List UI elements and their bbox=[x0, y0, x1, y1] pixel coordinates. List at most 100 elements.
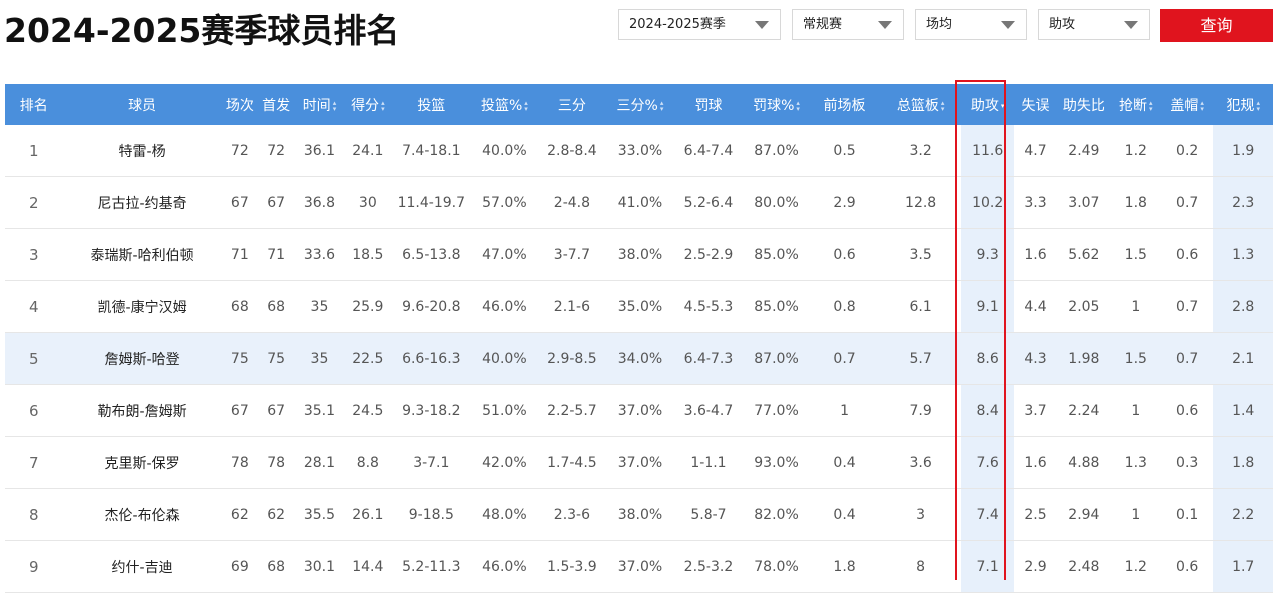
cell-turnovers: 3.7 bbox=[1013, 384, 1058, 437]
cell-tot-reb: 7.9 bbox=[879, 384, 962, 437]
game-type-select[interactable]: 常规赛 bbox=[792, 9, 904, 40]
sort-arrows-icon[interactable]: ▴ ▾ bbox=[940, 98, 945, 113]
season-select[interactable]: 2024-2025赛季 bbox=[618, 9, 781, 40]
cell-fouls: 2.1 bbox=[1213, 332, 1273, 385]
cell-player[interactable]: 凯德-康宁汉姆 bbox=[62, 280, 222, 333]
table-row[interactable]: 1 特雷-杨 72 72 36.1 24.1 7.4-18.1 40.0% 2.8-8.4 33.… bbox=[5, 125, 1273, 177]
cell-off-reb: 0.4 bbox=[809, 436, 880, 489]
cell-blocks: 0.7 bbox=[1160, 332, 1214, 385]
cell-player[interactable]: 勒布朗-詹姆斯 bbox=[62, 384, 222, 437]
cell-blocks: 0.6 bbox=[1160, 228, 1214, 281]
cell-fg-pct: 47.0% bbox=[471, 228, 538, 281]
cell-ft-pct: 77.0% bbox=[743, 384, 810, 437]
cell-steals: 1 bbox=[1110, 384, 1161, 437]
cell-player[interactable]: 约什-吉迪 bbox=[62, 540, 222, 593]
cell-fg: 9-18.5 bbox=[391, 488, 472, 541]
cell-games: 62 bbox=[221, 488, 258, 541]
column-header-minutes[interactable]: 时间 ▴ ▾ bbox=[294, 84, 345, 125]
cell-minutes: 35 bbox=[294, 332, 345, 385]
sort-arrows-icon[interactable]: ▴ ▾ bbox=[659, 98, 664, 113]
sort-arrows-icon[interactable]: ▴ ▾ bbox=[1256, 98, 1260, 113]
column-header-ft[interactable]: 罚球 bbox=[673, 84, 744, 125]
cell-rank: 2 bbox=[5, 176, 63, 229]
query-button[interactable]: 查询 bbox=[1160, 9, 1273, 42]
stat-mode-select[interactable]: 场均 bbox=[915, 9, 1027, 40]
cell-minutes: 33.6 bbox=[294, 228, 345, 281]
table-row[interactable]: 7 克里斯-保罗 78 78 28.1 8.8 3-7.1 42.0% 1.7-4.5 37.0%… bbox=[5, 436, 1273, 489]
cell-three-pct: 41.0% bbox=[606, 176, 674, 229]
cell-ft-pct: 82.0% bbox=[743, 488, 810, 541]
column-header-label: 助失比 bbox=[1062, 97, 1105, 114]
cell-player[interactable]: 杰伦-布伦森 bbox=[62, 488, 222, 541]
cell-fg: 9.3-18.2 bbox=[391, 384, 472, 437]
stat-category-select[interactable]: 助攻 bbox=[1038, 9, 1150, 40]
column-header-label: 前场板 bbox=[823, 97, 866, 114]
column-header-fouls[interactable]: 犯规 ▴ ▾ bbox=[1213, 84, 1273, 125]
sort-arrows-icon[interactable]: ▴ ▾ bbox=[1149, 98, 1153, 113]
table-row[interactable]: 5 詹姆斯-哈登 75 75 35 22.5 6.6-16.3 40.0% 2.9-8.5 34.… bbox=[5, 332, 1273, 385]
table-row[interactable]: 6 勒布朗-詹姆斯 67 67 35.1 24.5 9.3-18.2 51.0% 2.2-5.7… bbox=[5, 384, 1273, 437]
cell-steals: 1.2 bbox=[1110, 540, 1161, 593]
cell-turnovers: 2.5 bbox=[1013, 488, 1058, 541]
column-header-tot-reb[interactable]: 总篮板 ▴ ▾ bbox=[879, 84, 962, 125]
column-header-label: 罚球 bbox=[694, 97, 723, 114]
column-header-label: 投篮% bbox=[480, 97, 523, 114]
cell-ast-to-ratio: 3.07 bbox=[1057, 176, 1111, 229]
column-header-label: 盖帽 bbox=[1170, 97, 1199, 114]
table-row[interactable]: 9 约什-吉迪 69 68 30.1 14.4 5.2-11.3 46.0% 1.5-3.9 37… bbox=[5, 540, 1273, 593]
sort-arrows-icon[interactable]: ▾ bbox=[1000, 101, 1005, 110]
sort-arrows-icon[interactable]: ▴ ▾ bbox=[332, 98, 337, 113]
column-header-ast-to-ratio[interactable]: 助失比 bbox=[1057, 84, 1111, 125]
column-header-steals[interactable]: 抢断 ▴ ▾ bbox=[1110, 84, 1161, 125]
cell-three-pct: 35.0% bbox=[606, 280, 674, 333]
cell-player[interactable]: 特雷-杨 bbox=[62, 125, 222, 177]
cell-ast-to-ratio: 2.94 bbox=[1057, 488, 1111, 541]
table-row[interactable]: 4 凯德-康宁汉姆 68 68 35 25.9 9.6-20.8 46.0% 2.1-6 35.0… bbox=[5, 280, 1273, 333]
column-header-off-reb[interactable]: 前场板 bbox=[809, 84, 880, 125]
cell-minutes: 30.1 bbox=[294, 540, 345, 593]
table-row[interactable]: 8 杰伦-布伦森 62 62 35.5 26.1 9-18.5 48.0% 2.3-6 38.0%… bbox=[5, 488, 1273, 541]
cell-rank: 7 bbox=[5, 436, 63, 489]
column-header-three[interactable]: 三分 bbox=[537, 84, 607, 125]
column-header-fg-pct[interactable]: 投篮% ▴ ▾ bbox=[471, 84, 538, 125]
column-header-label: 得分 bbox=[351, 97, 380, 114]
stat-mode-select-value: 场均 bbox=[926, 17, 953, 32]
cell-ft-pct: 93.0% bbox=[743, 436, 810, 489]
sort-arrows-icon[interactable]: ▴ ▾ bbox=[796, 98, 800, 113]
cell-starts: 71 bbox=[257, 228, 295, 281]
sort-arrows-icon[interactable]: ▴ ▾ bbox=[524, 98, 528, 113]
cell-ft: 6.4-7.4 bbox=[673, 125, 744, 177]
column-header-fg[interactable]: 投篮 bbox=[391, 84, 472, 125]
column-header-points[interactable]: 得分 ▴ ▾ bbox=[344, 84, 391, 125]
cell-three-pct: 34.0% bbox=[606, 332, 674, 385]
column-header-three-pct[interactable]: 三分% ▴ ▾ bbox=[606, 84, 674, 125]
column-header-ft-pct[interactable]: 罚球% ▴ ▾ bbox=[743, 84, 810, 125]
cell-blocks: 0.2 bbox=[1160, 125, 1214, 177]
cell-fouls: 2.8 bbox=[1213, 280, 1273, 333]
column-header-blocks[interactable]: 盖帽 ▴ ▾ bbox=[1160, 84, 1214, 125]
cell-steals: 1.2 bbox=[1110, 125, 1161, 177]
cell-points: 26.1 bbox=[344, 488, 391, 541]
cell-fg-pct: 57.0% bbox=[471, 176, 538, 229]
chevron-down-icon bbox=[1001, 21, 1015, 29]
cell-turnovers: 1.6 bbox=[1013, 436, 1058, 489]
sort-arrows-icon[interactable]: ▴ ▾ bbox=[381, 98, 385, 113]
cell-three: 2.8-8.4 bbox=[537, 125, 607, 177]
chevron-down-icon bbox=[755, 21, 769, 29]
cell-three: 1.5-3.9 bbox=[537, 540, 607, 593]
cell-player[interactable]: 詹姆斯-哈登 bbox=[62, 332, 222, 385]
cell-ast-to-ratio: 1.98 bbox=[1057, 332, 1111, 385]
cell-ft: 5.2-6.4 bbox=[673, 176, 744, 229]
column-header-turnovers[interactable]: 失误 bbox=[1013, 84, 1058, 125]
cell-blocks: 0.6 bbox=[1160, 384, 1214, 437]
sort-arrows-icon[interactable]: ▴ ▾ bbox=[1200, 98, 1204, 113]
cell-player[interactable]: 克里斯-保罗 bbox=[62, 436, 222, 489]
table-row[interactable]: 3 泰瑞斯-哈利伯顿 71 71 33.6 18.5 6.5-13.8 47.0% 3-7.7 3… bbox=[5, 228, 1273, 281]
column-header-assists[interactable]: 助攻 ▾ bbox=[961, 84, 1014, 125]
cell-player[interactable]: 泰瑞斯-哈利伯顿 bbox=[62, 228, 222, 281]
cell-turnovers: 3.3 bbox=[1013, 176, 1058, 229]
cell-rank: 8 bbox=[5, 488, 63, 541]
table-row[interactable]: 2 尼古拉-约基奇 67 67 36.8 30 11.4-19.7 57.0% 2-4.8 41.… bbox=[5, 176, 1273, 229]
cell-player[interactable]: 尼古拉-约基奇 bbox=[62, 176, 222, 229]
cell-ft: 3.6-4.7 bbox=[673, 384, 744, 437]
